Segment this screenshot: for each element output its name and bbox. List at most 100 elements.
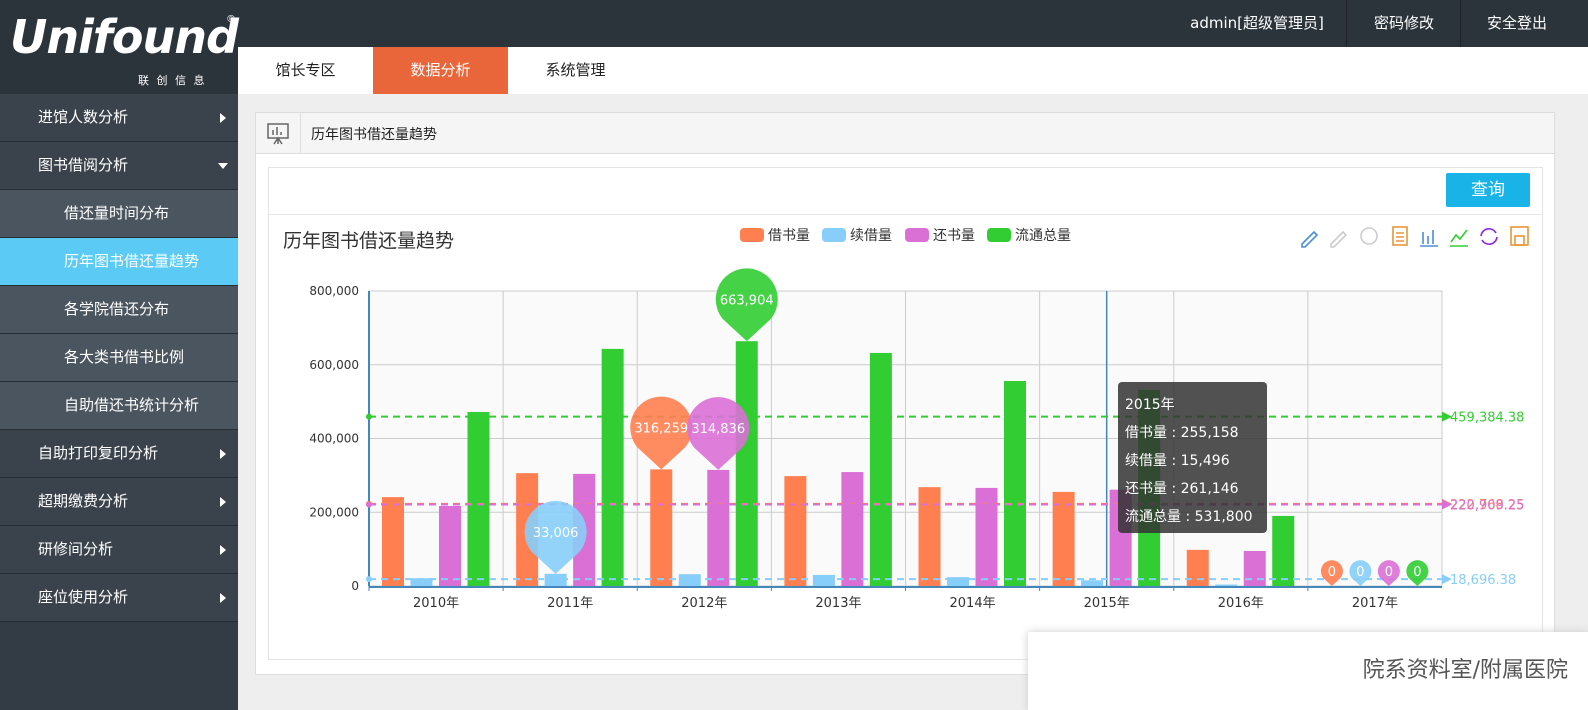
bar [1004,380,1026,586]
legend-label: 续借量 [850,227,892,244]
menu-item[interactable]: 图书借阅分析 [0,142,238,190]
average-start [366,501,372,508]
mark-point-label: 316,259 [634,422,688,437]
panel-title: 历年图书借还量趋势 [311,127,437,143]
mark-point [630,396,693,470]
menu-item[interactable]: 超期缴费分析 [0,478,238,526]
mark-point [524,501,587,574]
y-tick-label: 0 [351,579,359,593]
top-link[interactable]: 安全登出 [1460,0,1573,47]
bar [869,352,892,586]
panel-header: 历年图书借还量趋势 [255,112,1555,154]
bar [1243,550,1266,586]
average-arrow [1442,499,1452,510]
bar [1052,491,1075,586]
bar [947,577,969,586]
bar [467,411,490,586]
mark-point [1406,560,1429,586]
submenu-item[interactable]: 借还量时间分布 [0,190,238,238]
mark-point-label: 0 [1356,565,1364,580]
top-link[interactable]: 密码修改 [1346,0,1461,47]
menu-arrow [218,163,228,169]
mark-point [715,268,778,342]
tooltip-line: 还书量 : 261,146 [1125,481,1239,497]
logo-sub: 联 创 信 息 [138,74,207,87]
legend-label: 流通总量 [1015,228,1071,244]
bar [650,469,673,586]
mark-point [1320,560,1343,586]
bar [812,574,835,586]
query-button[interactable]: 查询 [1446,173,1530,207]
x-tick-label: 2012年 [681,596,727,611]
y-tick-label: 600,000 [309,358,359,372]
average-label: 222,768.25 [1450,498,1524,513]
submenu-item[interactable]: 自助借还书统计分析 [0,382,238,430]
tab[interactable]: 系统管理 [545,61,606,79]
tab[interactable]: 馆长专区 [275,61,336,79]
menu-item[interactable]: 座位使用分析 [0,574,238,622]
x-tick-label: 2016年 [1218,596,1264,611]
legend-label: 借书量 [768,228,810,244]
average-arrow [1442,574,1452,585]
average-arrow [1442,411,1452,422]
bar [382,497,404,586]
legend-swatch [822,228,846,242]
user-name[interactable]: admin[超级管理员] [1190,14,1324,32]
bar [439,505,461,586]
average-start [366,576,372,583]
menu-arrow [220,593,226,603]
overlay: 院系资料室/附属医院 [1028,632,1588,710]
average-start [366,413,372,420]
x-tick-label: 2010年 [413,596,459,611]
y-tick-label: 400,000 [309,432,359,446]
tooltip-line: 流通总量 : 531,800 [1125,509,1253,525]
average-label: 220,909.25 [1450,499,1524,514]
bar [1081,580,1104,586]
x-tick-label: 2017年 [1352,596,1398,611]
logo-text: Unifound [10,10,239,64]
tab[interactable]: 数据分析 [373,47,508,94]
logo-mark: ® [226,14,236,25]
x-tick-label: 2014年 [950,596,996,611]
y-tick-label: 200,000 [309,505,359,519]
x-tick-label: 2011年 [547,596,593,611]
bar [975,487,998,586]
logo: Unifound ® 联 创 信 息 [0,0,239,94]
mark-point-label: 0 [1385,565,1393,580]
legend-swatch [987,228,1011,242]
submenu-item[interactable]: 各学院借还分布 [0,286,238,334]
overlay-text: 院系资料室/附属医院 [1362,658,1568,683]
mark-point-label: 33,006 [533,526,579,541]
menu-item[interactable]: 自助打印复印分析 [0,430,238,478]
y-tick-label: 800,000 [309,284,359,298]
menu-arrow [220,449,226,459]
divider [269,214,1542,215]
chart-title: 历年图书借还量趋势 [283,230,454,252]
bar [1186,549,1209,586]
tabs: 馆长专区 数据分析 系统管理 [238,47,1588,94]
toolbox [1301,226,1529,248]
mark-point [687,397,750,470]
bar [1215,584,1238,586]
x-tick-label: 2013年 [815,596,861,611]
menu-arrow [220,113,226,123]
submenu-item[interactable]: 历年图书借还量趋势 [0,238,238,286]
bar [918,487,941,586]
menu-arrow [220,497,226,507]
legend-swatch [740,228,764,242]
bar [707,469,730,586]
bar [410,578,433,586]
menu-item[interactable]: 研修间分析 [0,526,238,574]
submenu-item[interactable]: 各大类书借书比例 [0,334,238,382]
bar [678,574,701,586]
mark-point-label: 0 [1413,565,1421,580]
panel-icon [267,113,301,153]
bar [735,341,758,586]
tooltip-line: 借书量 : 255,158 [1125,425,1239,441]
mark-point [1349,560,1372,586]
average-label: 459,384.38 [1450,411,1524,426]
top-bar [0,0,1588,47]
menu-item[interactable]: 进馆人数分析 [0,94,238,142]
